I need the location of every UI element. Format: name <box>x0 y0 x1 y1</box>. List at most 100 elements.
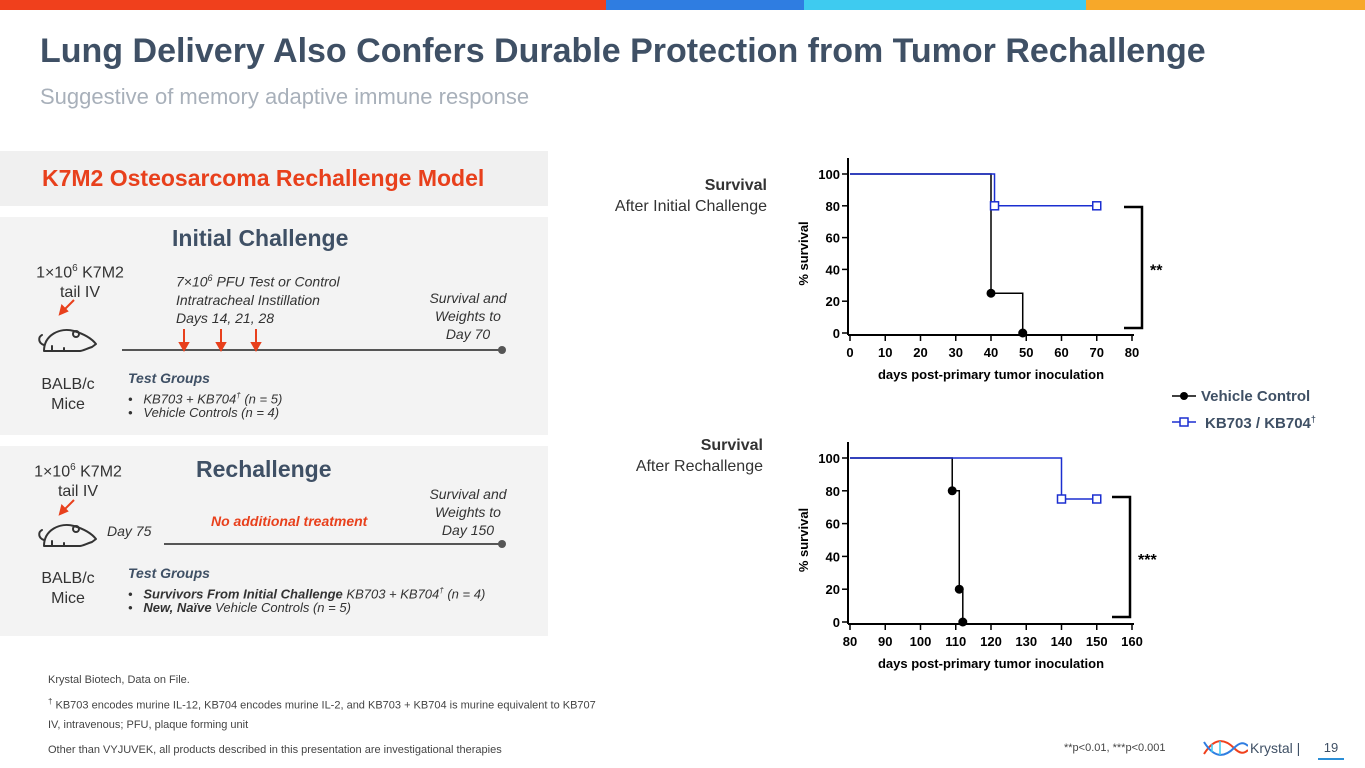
y-tick-label: 100 <box>818 167 840 182</box>
footer-abbreviations: IV, intravenous; PFU, plaque forming uni… <box>48 719 249 731</box>
initial-timeline-graphic <box>38 299 506 354</box>
x-tick-label: 150 <box>1086 634 1108 649</box>
x-tick-label: 70 <box>1090 345 1104 360</box>
data-point-kb <box>1092 494 1102 504</box>
significance-bracket <box>1124 205 1144 330</box>
significance-label: *** <box>1138 552 1157 569</box>
chart1-label: Survival After Initial Challenge <box>614 177 767 215</box>
footer-disclaimer: Other than VYJUVEK, all products describ… <box>48 744 502 756</box>
y-tick-label: 0 <box>833 615 840 630</box>
survival-chart-rechallenge: 0 20 40 60 80 100 80 90 100 110 120 130 140 150 160 day… <box>796 442 1157 671</box>
y-tick-label: 60 <box>826 517 840 532</box>
y-tick-label: 40 <box>826 549 840 564</box>
x-tick-label: 10 <box>878 345 892 360</box>
krystal-logo-icon <box>1203 740 1248 756</box>
series-line-kb <box>850 457 1097 500</box>
x-tick-label: 100 <box>910 634 932 649</box>
data-point-vehicle <box>958 617 968 627</box>
rechallenge-dose-label: 1×106 K7M2 tail IV <box>34 462 122 501</box>
legend-kb: KB703 / KB704† <box>1205 414 1316 432</box>
mouse-icon <box>38 524 97 547</box>
survival-chart-initial: 0 20 40 60 80 100 0 10 20 30 40 50 60 70 80 days post-p… <box>796 158 1163 382</box>
footer-note: † KB703 encodes murine IL-12, KB704 enco… <box>48 697 596 712</box>
data-point-vehicle <box>954 584 964 594</box>
x-tick-label: 120 <box>980 634 1002 649</box>
x-axis-label: days post-primary tumor inoculation <box>878 367 1104 382</box>
initial-group-2: • Vehicle Controls (n = 4) <box>128 405 280 420</box>
x-tick-label: 40 <box>984 345 998 360</box>
series-line-vehicle <box>850 457 964 622</box>
timeline-end-marker <box>498 540 506 548</box>
data-point-kb <box>1092 201 1102 211</box>
topbar-red <box>0 0 606 10</box>
initial-survival-label: Survival and Weights to Day 70 <box>429 290 507 342</box>
initial-group-1: • KB703 + KB704† (n = 5) <box>128 391 283 407</box>
legend-markers <box>1172 392 1196 427</box>
rechallenge-day-label: Day 75 <box>107 523 152 539</box>
x-tick-label: 60 <box>1054 345 1068 360</box>
model-banner: K7M2 Osteosarcoma Rechallenge Model <box>0 151 548 206</box>
model-title: K7M2 Osteosarcoma Rechallenge Model <box>42 165 485 191</box>
initial-groups-title: Test Groups <box>128 370 210 386</box>
x-tick-label: 160 <box>1121 634 1143 649</box>
x-tick-label: 50 <box>1019 345 1033 360</box>
initial-challenge-panel: Initial Challenge 1×106 K7M2 tail IV 7×1… <box>0 217 548 435</box>
data-point-vehicle <box>986 288 996 298</box>
page-number: 19 <box>1318 738 1344 760</box>
page-title: Lung Delivery Also Confers Durable Prote… <box>40 32 1206 70</box>
significance-label: ** <box>1150 263 1163 280</box>
top-color-bar <box>0 0 1365 10</box>
rechallenge-group-1: • Survivors From Initial Challenge KB703… <box>128 586 486 602</box>
y-tick-label: 80 <box>826 199 840 214</box>
legend-vehicle-marker <box>1180 392 1188 400</box>
initial-challenge-heading: Initial Challenge <box>172 225 349 251</box>
series-line-kb <box>850 173 1097 207</box>
topbar-orange <box>1086 0 1365 10</box>
x-tick-label: 90 <box>878 634 892 649</box>
x-tick-label: 80 <box>1125 345 1139 360</box>
y-axis-label: % survival <box>796 508 811 572</box>
topbar-cyan <box>804 0 1086 10</box>
y-tick-label: 0 <box>833 326 840 341</box>
significance-bracket <box>1112 495 1132 619</box>
footer-pvalues: **p<0.01, ***p<0.001 <box>1064 742 1166 754</box>
y-axis-label: % survival <box>796 221 811 285</box>
no-treatment-label: No additional treatment <box>211 513 368 529</box>
rechallenge-panel: Rechallenge 1×106 K7M2 tail IV Survival … <box>0 446 548 636</box>
injection-arrow-icon <box>58 499 75 516</box>
x-tick-label: 80 <box>843 634 857 649</box>
y-tick-label: 100 <box>818 451 840 466</box>
x-tick-label: 110 <box>945 634 966 649</box>
mouse-icon <box>38 329 97 352</box>
timeline-end-marker <box>498 346 506 354</box>
rechallenge-group-2: • New, Naïve Vehicle Controls (n = 5) <box>128 600 351 615</box>
initial-dose-label: 1×106 K7M2 tail IV <box>36 263 124 302</box>
y-tick-label: 40 <box>826 262 840 277</box>
data-point-vehicle <box>1018 328 1028 338</box>
data-point-kb <box>989 201 1000 211</box>
page-subtitle: Suggestive of memory adaptive immune res… <box>40 84 530 109</box>
x-tick-label: 140 <box>1051 634 1073 649</box>
rechallenge-groups-title: Test Groups <box>128 565 210 581</box>
data-point-kb <box>1056 494 1067 504</box>
x-tick-label: 130 <box>1015 634 1037 649</box>
brand-name: Krystal | <box>1250 740 1301 756</box>
series-line-vehicle <box>850 173 1024 333</box>
rechallenge-mice-label: BALB/c Mice <box>41 570 95 607</box>
initial-mice-label: BALB/c Mice <box>41 376 95 413</box>
y-tick-label: 60 <box>826 231 840 246</box>
chart2-label: Survival After Rechallenge <box>635 437 763 475</box>
footer-source: Krystal Biotech, Data on File. <box>48 674 190 686</box>
y-tick-label: 20 <box>826 294 840 309</box>
injection-arrow-icon <box>58 299 75 316</box>
topbar-blue <box>606 0 804 10</box>
initial-treatment-label: 7×106 PFU Test or Control Intratracheal … <box>176 273 340 326</box>
rechallenge-heading: Rechallenge <box>196 456 332 482</box>
rechallenge-timeline-graphic <box>38 499 506 548</box>
dosing-arrows <box>178 329 262 353</box>
y-tick-label: 20 <box>826 582 840 597</box>
x-tick-label: 20 <box>913 345 927 360</box>
x-tick-label: 0 <box>846 345 853 360</box>
x-tick-label: 30 <box>949 345 963 360</box>
legend-kb-marker <box>1179 417 1189 427</box>
